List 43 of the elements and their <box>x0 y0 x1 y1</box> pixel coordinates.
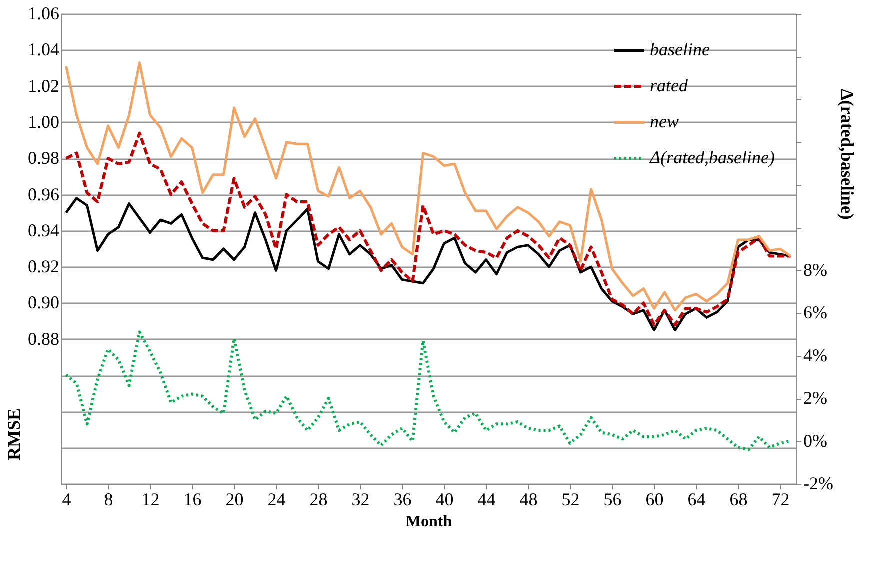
x-tick-label: 16 <box>184 490 202 510</box>
y2-tick-label: -2% <box>804 474 834 494</box>
legend-label: rated <box>650 76 689 96</box>
x-tick-label: 48 <box>520 490 538 510</box>
y-tick-label: 0.90 <box>28 292 60 313</box>
y-tick-label: 0.92 <box>28 256 60 277</box>
x-tick-label: 44 <box>478 490 496 510</box>
x-tick-label: 60 <box>646 490 664 510</box>
x-axis-title: Month <box>406 514 452 530</box>
y-axis-title: RMSE <box>4 408 24 461</box>
x-tick-label: 20 <box>226 490 244 510</box>
y2-axis-title: Δ(rated,baseline) <box>837 89 858 220</box>
y-tick-label: 1.06 <box>28 4 60 24</box>
line-series <box>65 62 792 312</box>
y2-tick-label: 0% <box>804 430 828 451</box>
y-tick-label: 1.04 <box>28 40 60 60</box>
x-tick-label: 56 <box>604 490 622 510</box>
legend-label: baseline <box>650 40 710 60</box>
x-tick-label: 4 <box>62 490 72 510</box>
y-tick-label: 1.00 <box>28 112 60 132</box>
x-tick-label: 24 <box>268 490 286 510</box>
legend-label: Δ(rated,baseline) <box>649 148 776 168</box>
x-tick-label: 72 <box>772 490 790 510</box>
x-tick-label: 32 <box>352 490 370 510</box>
x-tick-label: 12 <box>142 490 160 510</box>
y-tick-label: 0.94 <box>28 220 60 240</box>
y2-tick-label: 2% <box>804 388 828 408</box>
line-series <box>64 132 792 326</box>
x-tick-label: 68 <box>730 490 748 510</box>
x-tick-label: 52 <box>562 490 580 510</box>
y-tick-label: 0.96 <box>28 184 60 204</box>
y-tick-label: 1.02 <box>28 76 60 96</box>
x-tick-label: 28 <box>310 490 328 510</box>
y2-tick-label: 8% <box>804 260 828 280</box>
y-tick-label: 0.98 <box>28 148 60 168</box>
x-tick-label: 8 <box>104 490 114 510</box>
x-tick-label: 64 <box>688 490 706 510</box>
legend-label: new <box>650 112 679 132</box>
x-tick-label: 40 <box>436 490 454 510</box>
x-tick-label: 36 <box>394 490 412 510</box>
y2-tick-label: 4% <box>804 345 828 366</box>
y2-tick-label: 6% <box>804 302 828 323</box>
y-tick-label: 0.88 <box>28 328 60 349</box>
